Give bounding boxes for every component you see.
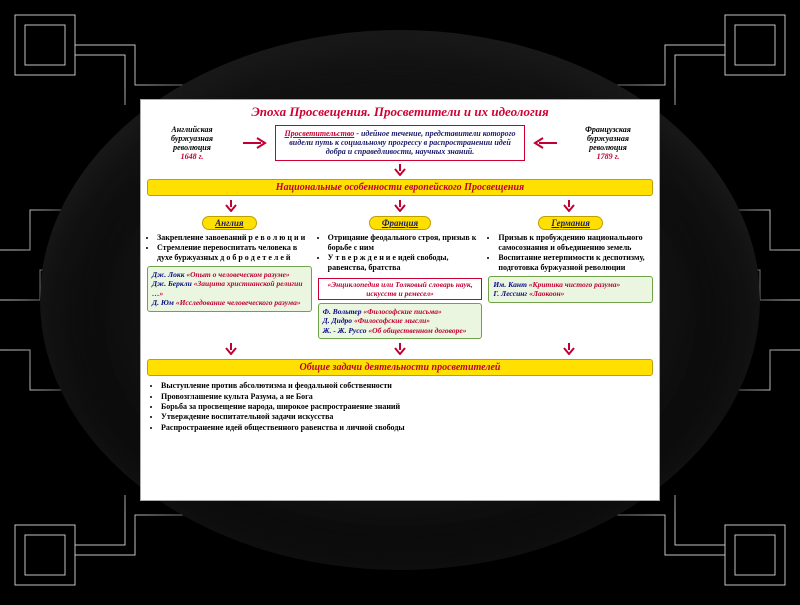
work-line: Дж. Локк «Опыт о человеческом разуме» [152,270,307,279]
country-flag-germany: Германия [538,216,603,230]
definition-term: Просветительство [284,129,354,138]
common-tasks-list: Выступление против абсолютизма и феодаль… [147,381,653,433]
down-arrow-icon [393,343,407,355]
england-bullets: Закрепление завоеваний р е в о л ю ц и и… [147,233,312,263]
task-item: Борьба за просвещение народа, широкое ра… [161,402,653,412]
rev-line: революция [563,143,653,152]
slide-title: Эпоха Просвещения. Просветители и их иде… [147,104,653,120]
france-column: Франция Отрицание феодального строя, при… [318,216,483,339]
top-row: Английская буржуазная революция 1648 г. … [147,125,653,161]
task-item: Выступление против абсолютизма и феодаль… [161,381,653,391]
down-arrow-icon [562,343,576,355]
work-line: Ж. - Ж. Руссо «Об общественном договоре» [323,326,478,335]
rev-year: 1648 г. [147,152,237,161]
work-line: Ф. Вольтер «Философские письма» [323,307,478,316]
common-tasks-band: Общие задачи деятельности просветителей [147,359,653,376]
england-works-box: Дж. Локк «Опыт о человеческом разуме» Дж… [147,266,312,312]
arrow-right-icon [243,125,269,161]
country-flag-england: Англия [202,216,256,230]
france-works-box: Ф. Вольтер «Философские письма» Д. Дидро… [318,303,483,339]
task-item: Утверждение воспитательной задачи искусс… [161,412,653,422]
work-line: Им. Кант «Критика чистого разума» [493,280,648,289]
definition-box: Просветительство - идейное течение, пред… [275,125,525,161]
rev-line: буржуазная [147,134,237,143]
work-line: Г. Лессинг «Лаокоон» [493,289,648,298]
rev-line: Английская [147,125,237,134]
english-revolution-box: Английская буржуазная революция 1648 г. [147,125,237,161]
bullet-item: Воспитание нетерпимости к деспотизму, по… [498,253,653,273]
rev-line: буржуазная [563,134,653,143]
rev-line: революция [147,143,237,152]
bullet-item: Призыв к пробуждению национального самос… [498,233,653,253]
work-line: Д. Юм «Исследование человеческого разума… [152,298,307,307]
down-arrow-icon [562,200,576,212]
arrow-left-icon [531,125,557,161]
down-arrow-icon [224,343,238,355]
down-arrow-icon [147,164,653,176]
three-down-arrows [147,200,653,212]
work-line: Дж. Беркли «Защита христианской религии … [152,279,307,298]
bullet-item: Стремление перевоспитать человека в духе… [157,243,312,263]
bullet-item: Закрепление завоеваний р е в о л ю ц и и [157,233,312,243]
rev-year: 1789 г. [563,152,653,161]
country-flag-france: Франция [369,216,431,230]
national-features-band: Национальные особенности европейского Пр… [147,179,653,196]
germany-works-box: Им. Кант «Критика чистого разума» Г. Лес… [488,276,653,303]
bullet-item: Отрицание феодального строя, призыв к бо… [328,233,483,253]
down-arrow-icon [224,200,238,212]
germany-bullets: Призыв к пробуждению национального самос… [488,233,653,273]
rev-line: Французская [563,125,653,134]
down-arrow-icon [393,200,407,212]
germany-column: Германия Призыв к пробуждению национальн… [488,216,653,339]
work-line: Д. Дидро «Философские мысли» [323,316,478,325]
england-column: Англия Закрепление завоеваний р е в о л … [147,216,312,339]
three-down-arrows-2 [147,343,653,355]
countries-columns: Англия Закрепление завоеваний р е в о л … [147,216,653,339]
task-item: Провозглашение культа Разума, а не Бога [161,392,653,402]
french-revolution-box: Французская буржуазная революция 1789 г. [563,125,653,161]
diagram-slide: Эпоха Просвещения. Просветители и их иде… [140,99,660,501]
task-item: Распространение идей общественного равен… [161,423,653,433]
france-bullets: Отрицание феодального строя, призыв к бо… [318,233,483,273]
encyclopedia-box: «Энциклопедия или Толковый словарь наук,… [318,278,483,300]
bullet-item: У т в е р ж д е н и е идей свободы, раве… [328,253,483,273]
